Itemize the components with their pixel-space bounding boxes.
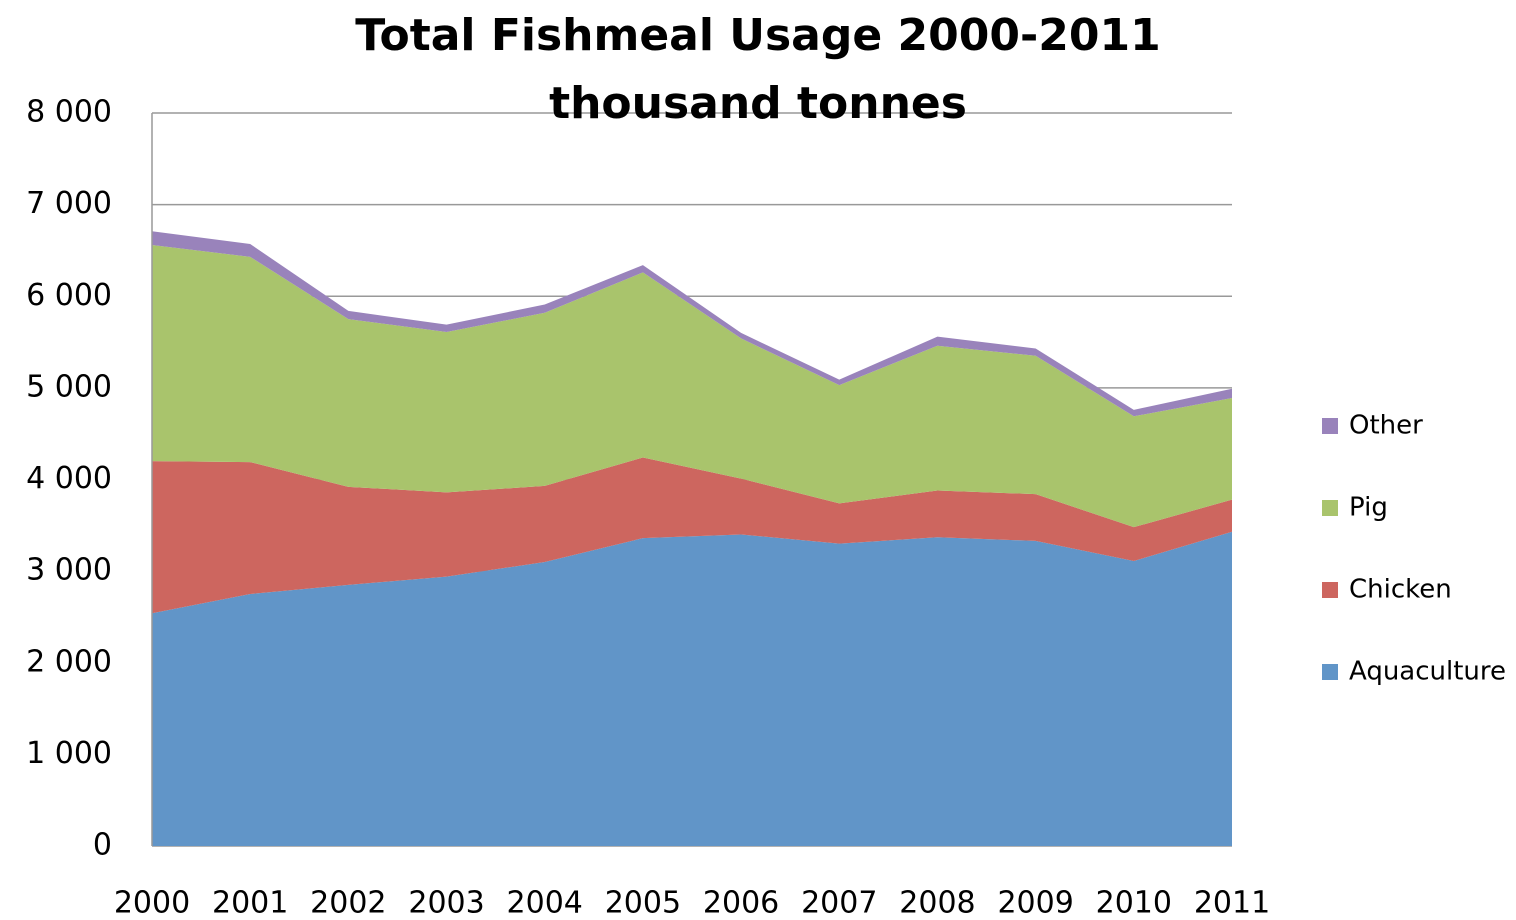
y-tick-label: 2 000 — [26, 644, 112, 679]
legend-label: Pig — [1349, 493, 1388, 523]
area — [152, 244, 1232, 528]
x-tick-label: 2007 — [801, 886, 877, 920]
x-tick-label: 2003 — [408, 886, 484, 920]
x-tick-label: 2010 — [1096, 886, 1172, 920]
y-tick-label: 6 000 — [26, 278, 112, 313]
legend-label: Chicken — [1349, 575, 1452, 605]
x-tick-label: 2008 — [899, 886, 975, 920]
chart-subtitle: thousand tonnes — [549, 78, 967, 129]
area — [152, 531, 1232, 846]
legend-swatch — [1322, 582, 1338, 598]
x-tick-label: 2009 — [997, 886, 1073, 920]
legend-label: Aquaculture — [1349, 657, 1506, 687]
y-tick-label: 3 000 — [26, 553, 112, 588]
legend-label: Other — [1349, 411, 1423, 441]
y-tick-label: 4 000 — [26, 461, 112, 496]
x-tick-label: 2005 — [605, 886, 681, 920]
y-tick-label: 8 000 — [26, 95, 112, 130]
x-tick-label: 2011 — [1194, 886, 1270, 920]
legend-swatch — [1322, 418, 1338, 434]
y-tick-label: 0 — [93, 828, 112, 863]
x-tick-label: 2006 — [703, 886, 779, 920]
x-tick-label: 2000 — [114, 886, 190, 920]
chart-title: Total Fishmeal Usage 2000-2011 — [355, 10, 1160, 61]
y-tick-label: 7 000 — [26, 186, 112, 221]
y-tick-label: 5 000 — [26, 369, 112, 404]
x-tick-label: 2004 — [507, 886, 583, 920]
legend-swatch — [1322, 664, 1338, 680]
x-tick-label: 2002 — [310, 886, 386, 920]
area — [152, 457, 1232, 614]
legend-swatch — [1322, 500, 1338, 516]
x-tick-label: 2001 — [212, 886, 288, 920]
y-tick-label: 1 000 — [26, 736, 112, 771]
